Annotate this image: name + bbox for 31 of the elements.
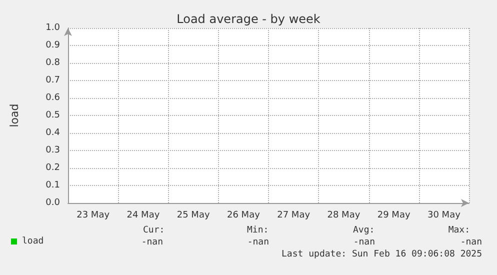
chart-title: Load average - by week [176, 12, 320, 26]
x-tick-label: 23 May [76, 210, 110, 220]
text: -nan [141, 238, 164, 248]
x-tick-label: 28 May [327, 210, 361, 220]
y-tick-label: 1.0 [46, 23, 60, 33]
x-tick-label: 24 May [126, 210, 160, 220]
text: -nan [353, 238, 376, 248]
text: Cur: [143, 226, 165, 236]
x-tick-label: 26 May [226, 210, 261, 220]
x-tick-label: 27 May [277, 210, 311, 220]
x-tick-label: 29 May [377, 210, 411, 220]
text: Last update: Sun Feb 16 09:06:08 2025 [282, 250, 482, 260]
y-tick-label: 0.9 [46, 40, 60, 50]
y-tick-label: 0.5 [46, 110, 60, 120]
x-tick-label: 30 May [427, 210, 462, 220]
x-tick-label: 25 May [176, 210, 210, 220]
y-tick-label: 0.4 [46, 128, 60, 138]
y-tick-label: 0.2 [46, 163, 60, 173]
legend-label: load [22, 236, 44, 246]
y-tick-label: 0.1 [46, 180, 60, 190]
text: Avg: [353, 226, 375, 236]
text: Max: [448, 226, 470, 236]
text: Min: [247, 226, 269, 236]
y-tick-label: 0.8 [46, 58, 60, 68]
y-tick-label: 0.6 [46, 93, 60, 103]
y-axis-title: load [8, 104, 21, 128]
text: -nan [247, 238, 270, 248]
text: -nan [460, 238, 482, 248]
y-tick-label: 0.7 [46, 76, 60, 86]
y-tick-label: 0.0 [46, 198, 60, 208]
y-tick-label: 0.3 [46, 146, 60, 156]
